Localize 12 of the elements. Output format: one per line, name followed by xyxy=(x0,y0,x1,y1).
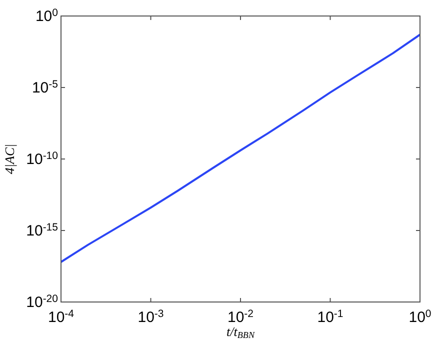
y-tick-label: 10$^{-15}$ xyxy=(26,222,58,240)
y-tick-label: 10$^{-5}$ xyxy=(32,78,58,96)
y-tick-label: 10$^{0}$ xyxy=(35,7,58,25)
y-tick-label: 10$^{-20}$ xyxy=(26,293,58,311)
x-tick-label: 10$^{-1}$ xyxy=(317,308,344,326)
x-axis-title: t/t$_{BBN}$ xyxy=(226,324,256,340)
x-tick-label: 10$^{-3}$ xyxy=(138,308,164,326)
x-tick-label: 10$^{-2}$ xyxy=(227,308,254,326)
y-axis-title: 4|AC| xyxy=(2,144,17,174)
y-tick-label: 10$^{-10}$ xyxy=(26,150,58,168)
x-tick-label: 10$^{-4}$ xyxy=(48,308,74,326)
x-tick-label: 10$^{0}$ xyxy=(408,308,432,326)
